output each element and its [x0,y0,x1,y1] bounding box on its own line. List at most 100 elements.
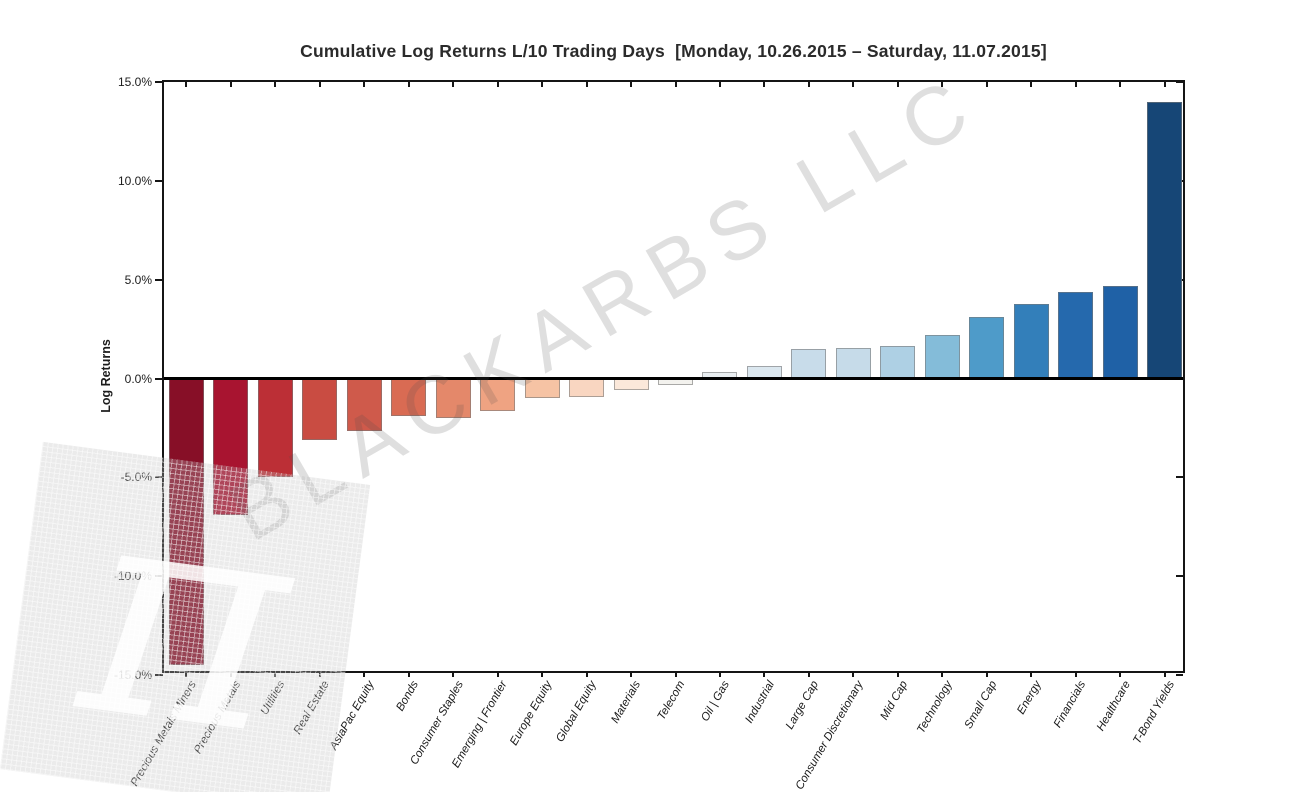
plot-area: Precious Metals Miners Precious Metals Uti… [114,75,1185,792]
x-tick-top [674,82,677,87]
x-tick-label: T-Bond Yields [1131,679,1178,747]
x-tick [585,671,588,677]
x-tick [318,671,321,677]
x-tick-top [363,82,366,87]
x-tick-top [585,82,588,87]
y-tick-right [1176,81,1183,83]
bar-t-bond-yields [1147,101,1183,379]
y-tick-right [1176,476,1183,479]
x-tick [1030,671,1033,677]
x-tick-label: Europe Equity [507,679,555,748]
y-tick [155,278,163,281]
bar-energy [1013,304,1049,379]
bar-europe-equity [524,378,560,399]
x-tick-label: Real Estate [291,679,333,737]
x-tick-label: Small Cap [962,679,1000,731]
x-tick [541,671,544,677]
x-tick-label: Bonds [394,679,422,714]
y-tick [155,179,163,182]
y-tick-right [1176,674,1183,676]
x-tick-top [1119,82,1122,87]
x-tick-label: Healthcare [1094,679,1133,734]
zero-baseline [164,377,1183,380]
x-tick [630,671,633,677]
x-tick-top [941,82,944,87]
y-tick-label: 5.0% [124,272,152,287]
bar-materials [613,378,649,391]
x-tick [185,671,188,677]
y-tick-label: -5.0% [120,470,152,485]
x-tick-top [185,82,188,87]
x-tick-top [274,82,277,87]
y-tick [155,674,163,676]
x-tick [674,671,677,677]
x-tick-top [1030,82,1033,87]
bar-precious-metals [213,378,249,515]
y-tick-label: -15.0% [113,668,152,682]
x-tick [852,671,855,677]
bar-real-estate [302,378,338,440]
bar-global-equity [569,378,605,398]
x-tick-label: Industrial [743,679,777,726]
x-tick [1163,671,1166,677]
bar-consumer-discretionary [835,347,871,379]
x-tick-top [1074,82,1077,87]
x-tick [985,671,988,677]
x-tick-top [1163,82,1166,87]
x-tick [896,671,899,677]
y-tick [155,81,163,83]
x-tick-label: Precious Metals [191,679,244,756]
bar-technology [924,335,960,379]
x-tick-label: Energy [1015,679,1044,717]
x-tick [718,671,721,677]
x-tick-top [718,82,721,87]
bar-emerging-frontier [480,378,516,412]
x-tick-top [763,82,766,87]
y-tick-label: 15.0% [117,75,152,89]
x-tick-label: Precious Metals Miners [128,679,199,789]
bar-utilities [257,378,293,478]
x-tick-top [452,82,455,87]
y-tick [155,476,163,479]
x-tick-label: AsiaPac Equity [327,679,377,752]
x-tick-label: Financials [1051,679,1089,730]
bar-large-cap [791,348,827,379]
bar-healthcare [1102,285,1138,379]
x-tick-top [807,82,810,87]
x-tick-top [318,82,321,87]
x-tick-top [630,82,633,87]
x-tick [274,671,277,677]
x-tick-top [407,82,410,87]
x-tick-label: Telecom [655,679,688,723]
y-tick [155,377,163,380]
y-tick-label: 0.0% [124,371,152,386]
bar-asiapac-equity [346,378,382,431]
bar-consumer-staples [435,378,471,419]
x-tick [941,671,944,677]
x-tick [1119,671,1122,677]
y-tick-right [1176,575,1183,578]
x-tick-label: Technology [915,679,955,736]
x-tick-top [896,82,899,87]
bar-financials [1058,291,1094,379]
bar-precious-metals-miners [168,378,204,666]
y-tick-label: -10.0% [113,569,152,584]
x-tick-top [985,82,988,87]
bar-small-cap [969,317,1005,379]
x-tick-label: Global Equity [554,679,599,745]
x-tick-label: Mid Cap [878,679,911,723]
y-tick-label: 10.0% [117,173,152,188]
x-tick-top [229,82,232,87]
x-tick-label: Materials [609,679,644,726]
y-tick [155,575,163,578]
chart-title: Cumulative Log Returns L/10 Trading Days… [300,41,1047,61]
x-tick-top [541,82,544,87]
x-tick [407,671,410,677]
x-tick [452,671,455,677]
x-tick [763,671,766,677]
bar-mid-cap [880,345,916,379]
x-tick-top [496,82,499,87]
x-tick-label: Utilities [258,679,288,718]
x-tick [229,671,232,677]
